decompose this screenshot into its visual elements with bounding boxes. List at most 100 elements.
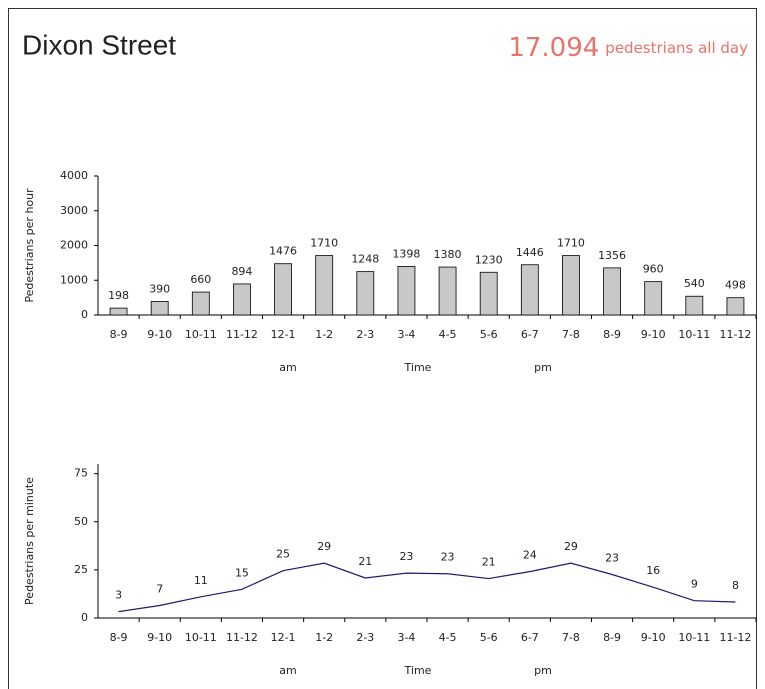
y-tick-label: 0 — [81, 308, 88, 321]
annotation: pm — [534, 664, 552, 677]
x-tick-label: 7-8 — [562, 328, 580, 341]
total: 17.094 pedestrians all day — [508, 33, 748, 63]
x-tick-label: 10-11 — [678, 328, 710, 341]
value-label: 21 — [358, 555, 372, 568]
y-tick-label: 4000 — [60, 169, 88, 182]
value-label: 7 — [156, 582, 163, 595]
bar — [520, 264, 539, 316]
x-tick-label: 12-1 — [271, 631, 296, 644]
value-label: 960 — [643, 263, 664, 276]
value-label: 23 — [399, 550, 413, 563]
x-tick-label: 4-5 — [439, 631, 457, 644]
value-label: 894 — [231, 265, 252, 278]
value-label: 15 — [235, 566, 249, 579]
x-tick-label: 12-1 — [271, 328, 296, 341]
frame — [8, 8, 757, 689]
value-label: 660 — [190, 273, 211, 286]
x-tick-label: 11-12 — [719, 328, 751, 341]
y-tick-label: 75 — [74, 467, 88, 480]
value-label: 1710 — [310, 237, 338, 250]
y-tick-label: 50 — [74, 515, 88, 528]
line — [118, 562, 736, 613]
bar — [191, 291, 210, 316]
value-label: 1476 — [269, 245, 297, 258]
x-tick-label: 1-2 — [315, 328, 333, 341]
value-label: 1356 — [598, 249, 626, 262]
x-axis-label: Time — [404, 664, 432, 677]
value-label: 23 — [605, 551, 619, 564]
bar — [274, 263, 292, 316]
x-tick-label: 5-6 — [480, 328, 498, 341]
value-label: 540 — [684, 277, 705, 290]
bar — [685, 295, 704, 316]
x-tick-label: 8-9 — [603, 631, 621, 644]
bar — [562, 255, 580, 316]
x-tick-label: 9-10 — [147, 328, 172, 341]
x-tick-label: 1-2 — [315, 631, 333, 644]
value-label: 1398 — [392, 247, 420, 260]
bar — [479, 271, 498, 316]
bar — [726, 297, 745, 316]
x-tick-label: 8-9 — [603, 328, 621, 341]
bar — [109, 307, 128, 316]
value-label: 29 — [564, 540, 578, 553]
value-label: 198 — [108, 289, 129, 302]
annotation: am — [279, 664, 296, 677]
value-label: 8 — [732, 579, 739, 592]
value-label: 16 — [646, 564, 660, 577]
x-tick-label: 3-4 — [397, 631, 415, 644]
value-label: 390 — [149, 282, 170, 295]
bar — [644, 281, 663, 316]
x-tick-label: 2-3 — [356, 328, 374, 341]
value-label: 3 — [115, 589, 122, 602]
value-label: 1248 — [351, 253, 379, 266]
bar — [315, 255, 334, 316]
value-label: 9 — [691, 578, 698, 591]
x-tick-label: 9-10 — [641, 328, 666, 341]
value-label: 23 — [441, 551, 455, 564]
bar — [397, 266, 416, 316]
value-label: 25 — [276, 548, 290, 561]
y-axis-label: Pedestrians per hour — [23, 188, 36, 303]
y-tick-label: 2000 — [60, 239, 88, 252]
x-tick-label: 7-8 — [562, 631, 580, 644]
y-tick-label: 3000 — [60, 204, 88, 217]
x-tick-label: 10-11 — [185, 328, 217, 341]
x-tick-label: 8-9 — [110, 631, 128, 644]
x-tick-label: 4-5 — [439, 328, 457, 341]
value-label: 21 — [482, 556, 496, 569]
x-tick-label: 11-12 — [226, 631, 258, 644]
x-tick-label: 6-7 — [521, 328, 539, 341]
total-value: 17.094 — [508, 33, 599, 63]
value-label: 29 — [317, 540, 331, 553]
x-tick-label: 5-6 — [480, 631, 498, 644]
x-tick-label: 10-11 — [678, 631, 710, 644]
bar — [356, 271, 375, 316]
value-label: 1380 — [434, 248, 462, 261]
x-tick-label: 3-4 — [397, 328, 415, 341]
value-label: 1446 — [516, 246, 544, 259]
bar — [150, 301, 169, 316]
annotation: pm — [534, 361, 552, 374]
value-label: 1230 — [475, 253, 503, 266]
x-tick-label: 8-9 — [110, 328, 128, 341]
bar — [438, 266, 457, 316]
value-label: 24 — [523, 549, 537, 562]
x-tick-label: 11-12 — [719, 631, 751, 644]
x-tick-label: 9-10 — [147, 631, 172, 644]
title: Dixon Street — [22, 29, 176, 60]
y-axis-label: Pedestrians per minute — [23, 477, 36, 605]
bar — [233, 283, 251, 316]
total-label: pedestrians all day — [605, 39, 748, 57]
x-axis-label: Time — [404, 361, 432, 374]
x-tick-label: 10-11 — [185, 631, 217, 644]
x-tick-label: 6-7 — [521, 631, 539, 644]
y-tick-label: 25 — [74, 563, 88, 576]
value-label: 498 — [725, 279, 746, 292]
bar — [603, 267, 621, 316]
value-label: 1710 — [557, 237, 585, 250]
y-tick-label: 1000 — [60, 273, 88, 286]
x-tick-label: 2-3 — [356, 631, 374, 644]
x-tick-label: 9-10 — [641, 631, 666, 644]
